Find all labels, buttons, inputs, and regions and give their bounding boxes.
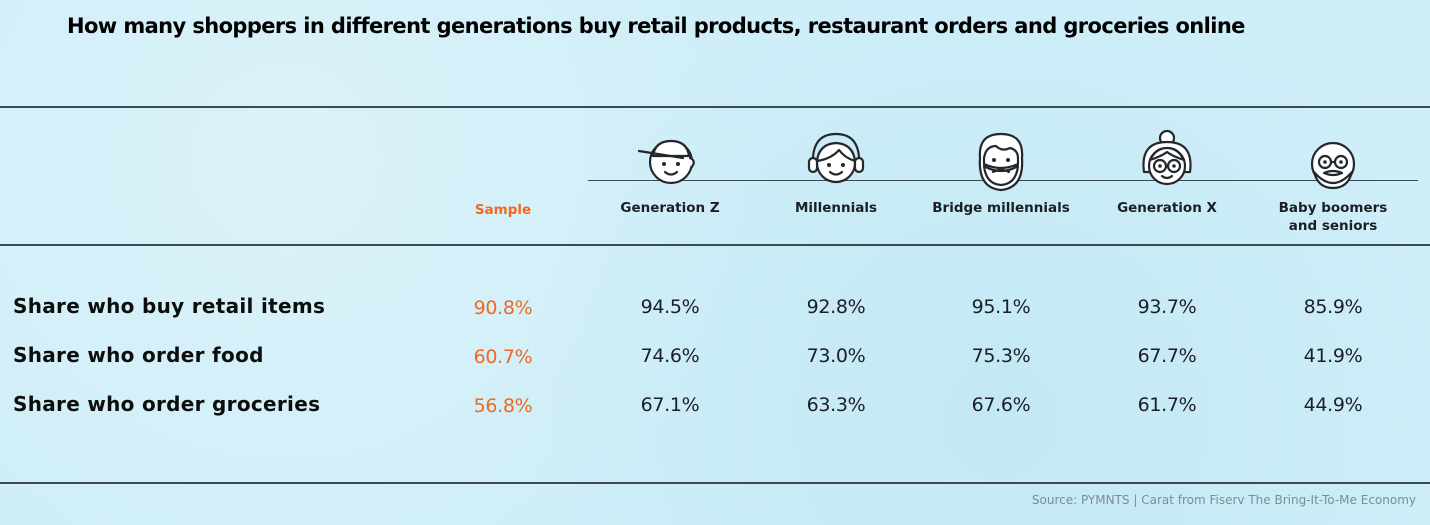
cap-face-icon bbox=[637, 139, 695, 185]
source-note: Source: PYMNTS | Carat from Fiserv The B… bbox=[1031, 493, 1416, 507]
table-cell: 44.9% bbox=[1303, 394, 1363, 416]
top-rule bbox=[0, 106, 1430, 108]
headset-face-icon bbox=[807, 132, 865, 184]
table-cell: 95.1% bbox=[971, 296, 1031, 318]
table-cell: 85.9% bbox=[1303, 296, 1363, 318]
table-cell: 60.7% bbox=[473, 346, 533, 368]
table-cell: 61.7% bbox=[1137, 394, 1197, 416]
table-cell: 73.0% bbox=[806, 345, 866, 367]
table-cell: 75.3% bbox=[971, 345, 1031, 367]
table-cell: 92.8% bbox=[806, 296, 866, 318]
table-cell: 93.7% bbox=[1137, 296, 1197, 318]
column-header-baby-boomers: Baby boomers and seniors bbox=[1278, 200, 1388, 234]
glasses-beard-face-icon bbox=[1310, 141, 1356, 190]
bottom-rule bbox=[0, 482, 1430, 484]
column-header-generation-x: Generation X bbox=[1117, 200, 1217, 216]
column-header-bridge-millennials: Bridge millennials bbox=[932, 200, 1070, 216]
column-header-generation-z: Generation Z bbox=[620, 200, 720, 216]
table-cell: 67.1% bbox=[640, 394, 700, 416]
chart-title: How many shoppers in different generatio… bbox=[67, 14, 1245, 38]
header-rule bbox=[0, 244, 1430, 246]
column-header-sample: Sample bbox=[474, 202, 532, 218]
bearded-face-icon bbox=[978, 132, 1024, 192]
table-cell: 41.9% bbox=[1303, 345, 1363, 367]
row-label-groceries: Share who order groceries bbox=[13, 392, 321, 416]
row-label-food: Share who order food bbox=[13, 343, 264, 367]
table-cell: 90.8% bbox=[473, 297, 533, 319]
table-cell: 67.7% bbox=[1137, 345, 1197, 367]
table-cell: 56.8% bbox=[473, 395, 533, 417]
table-cell: 74.6% bbox=[640, 345, 700, 367]
row-label-retail: Share who buy retail items bbox=[13, 294, 326, 318]
table-cell: 63.3% bbox=[806, 394, 866, 416]
column-header-millennials: Millennials bbox=[794, 200, 878, 216]
table-cell: 67.6% bbox=[971, 394, 1031, 416]
table-cell: 94.5% bbox=[640, 296, 700, 318]
bun-glasses-face-icon bbox=[1142, 129, 1192, 186]
